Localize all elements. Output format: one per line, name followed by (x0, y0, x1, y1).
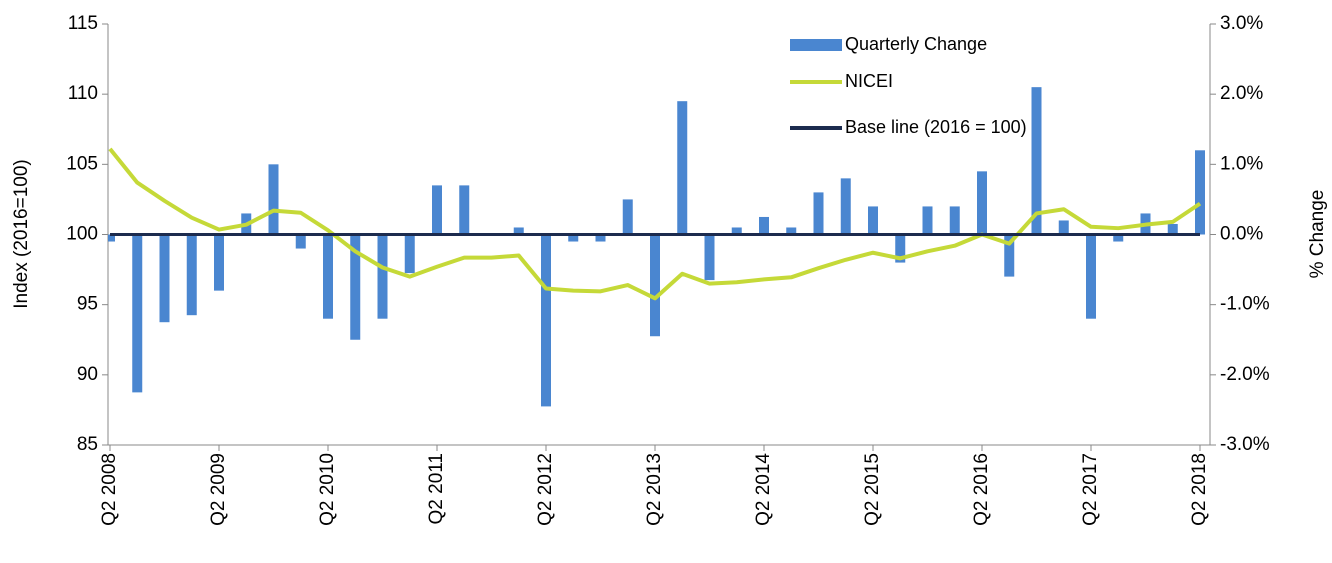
x-tick-label: Q2 2013 (644, 453, 665, 526)
bar (459, 185, 470, 235)
x-tick-label: Q2 2017 (1080, 453, 1101, 526)
x-tick-label: Q2 2014 (753, 453, 774, 526)
y-tick-label: 90 (77, 364, 98, 385)
bar (350, 234, 361, 340)
bar (949, 206, 960, 235)
y-tick-label: 85 (77, 434, 98, 455)
x-tick-label: Q2 2011 (426, 453, 447, 524)
bar (214, 234, 224, 291)
y2-tick-label: 1.0% (1220, 153, 1263, 174)
y-tick-label: 115 (68, 13, 98, 34)
bar (323, 234, 333, 319)
x-tick-label: Q2 2010 (317, 453, 338, 526)
bar (268, 164, 279, 235)
bar (377, 234, 388, 319)
y2-tick-label: 2.0% (1220, 83, 1263, 104)
bar (1113, 234, 1124, 242)
bar (840, 178, 851, 235)
bar (677, 101, 688, 235)
bar (731, 227, 742, 235)
bar (1058, 220, 1069, 235)
bar (295, 234, 306, 249)
y-tick-label: 105 (66, 153, 98, 174)
y2-axis-label: % Change (1307, 190, 1328, 279)
y2-tick-label: -1.0% (1220, 294, 1270, 315)
bar (977, 171, 987, 235)
bar (132, 234, 143, 393)
x-tick-label: Q2 2009 (208, 453, 229, 526)
y2-tick-label: 0.0% (1220, 224, 1263, 245)
bar (108, 234, 115, 242)
bar (704, 234, 715, 281)
bar (1195, 150, 1205, 235)
bar (868, 206, 878, 235)
x-tick-label: Q2 2016 (971, 453, 992, 526)
y-tick-label: 100 (66, 224, 98, 245)
bar (159, 234, 170, 323)
y2-tick-label: -2.0% (1220, 364, 1270, 385)
bar (1086, 234, 1096, 319)
bar (404, 234, 415, 274)
bar (595, 234, 606, 242)
y2-tick-label: 3.0% (1220, 13, 1263, 34)
bar (759, 216, 769, 235)
y2-tick-label: -3.0% (1220, 434, 1270, 455)
bar (622, 199, 633, 235)
legend-label: NICEI (845, 71, 893, 91)
bar (432, 185, 442, 235)
bar (650, 234, 660, 337)
bar (1167, 223, 1178, 235)
legend-label: Quarterly Change (845, 34, 987, 54)
bar (813, 192, 824, 235)
y-tick-label: 110 (68, 83, 98, 104)
bar (513, 227, 524, 235)
x-tick-label: Q2 2008 (99, 453, 120, 526)
bar (786, 227, 797, 235)
x-tick-label: Q2 2015 (862, 453, 883, 526)
y-tick-label: 95 (77, 294, 98, 315)
bar (895, 234, 906, 263)
legend-swatch (790, 39, 842, 51)
legend-label: Base line (2016 = 100) (845, 117, 1027, 137)
bar (186, 234, 197, 316)
x-tick-label: Q2 2012 (535, 453, 556, 526)
bar (1004, 234, 1015, 277)
bar (568, 234, 579, 242)
x-tick-label: Q2 2018 (1189, 453, 1210, 526)
bar (1031, 87, 1042, 235)
y-axis-label: Index (2016=100) (11, 159, 32, 308)
bar (922, 206, 933, 235)
bar (541, 234, 551, 407)
